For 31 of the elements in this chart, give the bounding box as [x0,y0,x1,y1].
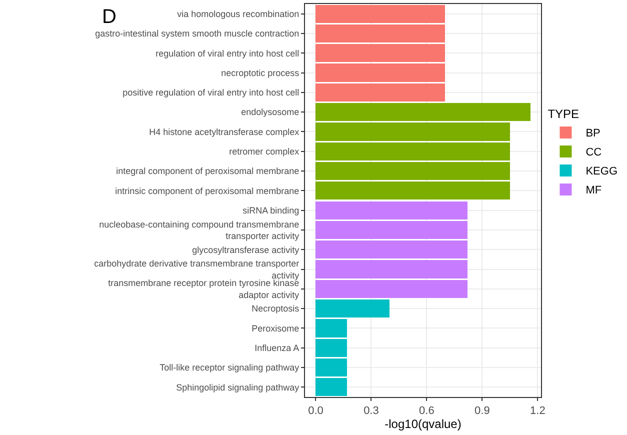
y-tick-label: Toll-like receptor signaling pathway [160,362,300,373]
y-tick-label: intrinsic component of peroxisomal membrane [115,186,300,196]
y-tick-label: Necroptosis [252,304,300,314]
legend-label: CC [586,146,602,159]
x-tick-label: 1.2 [530,405,546,418]
y-tick-label: Influenza A [254,343,300,354]
y-tick-label: transmembrane receptor protein tyrosine kinase adaptor activity [108,278,300,300]
y-tick-label: regulation of viral entry into host cell [156,48,300,58]
y-tick-label: positive regulation of viral entry into host cell [122,88,300,98]
legend-label: MF [586,184,602,197]
y-tick-label: integral component of peroxisomal membrane [116,166,300,176]
legend-title: TYPE [548,106,580,121]
y-tick-label: Peroxisome [252,323,300,334]
y-tick-label: glycosyltransferase activity [192,244,300,255]
y-tick-label: carbohydrate derivative transmembrane transporter activity [94,258,300,280]
x-tick-label: 0.3 [364,405,379,418]
y-tick-label: via homologous recombination [177,8,300,19]
y-tick-label: endolysosome [241,107,300,118]
text: D [102,6,116,28]
legend-label: KEGG [586,166,618,178]
legend-label: BP [586,128,600,140]
y-tick-label: retromer complex [229,146,300,157]
y-tick-label: necroptotic process [221,68,300,78]
x-tick-label: 0.0 [308,405,324,418]
y-tick-label: H4 histone acetyltransferase complex [149,126,300,137]
x-tick-label: 0.9 [474,405,490,418]
y-tick-label: Sphingolipid signaling pathway [176,382,300,392]
y-tick-label: gastro-intestinal system smooth muscle contraction [95,28,300,39]
x-tick-label: 0.6 [419,405,434,418]
y-tick-label: siRNA binding [242,205,300,216]
x-axis-title: -log10(qvalue) [384,417,462,432]
